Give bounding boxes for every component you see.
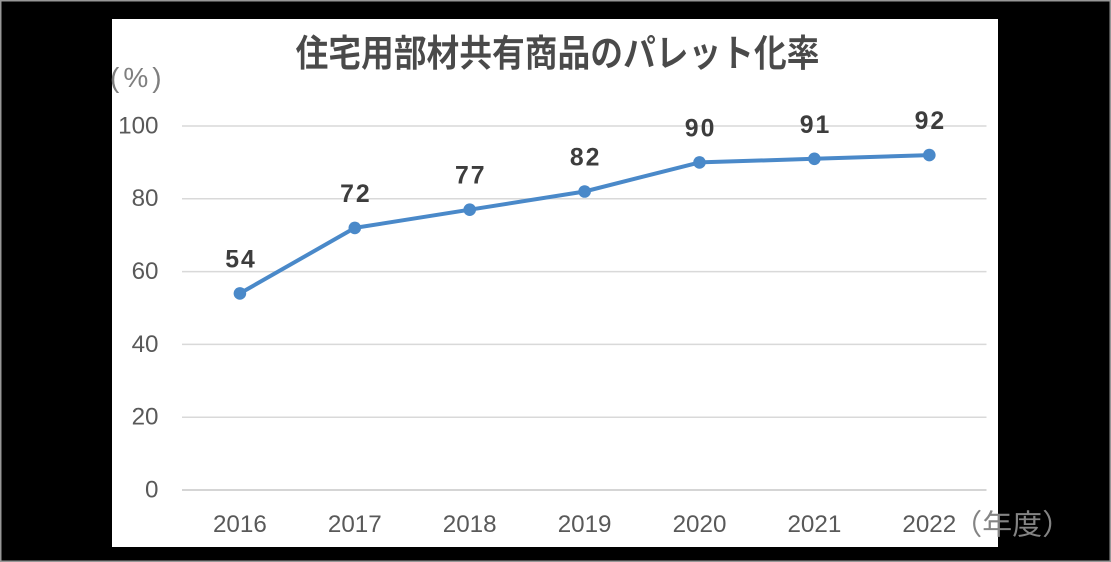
svg-text:2017: 2017 (328, 511, 382, 538)
svg-text:20: 20 (132, 404, 159, 431)
svg-text:40: 40 (132, 331, 159, 358)
svg-text:92: 92 (915, 108, 947, 135)
svg-text:2018: 2018 (443, 511, 497, 538)
svg-text:2019: 2019 (558, 511, 612, 538)
svg-text:82: 82 (570, 145, 602, 172)
svg-text:72: 72 (340, 181, 372, 208)
svg-text:90: 90 (685, 115, 717, 142)
svg-text:2021: 2021 (787, 511, 841, 538)
svg-text:2020: 2020 (673, 511, 727, 538)
svg-text:91: 91 (800, 112, 832, 139)
svg-text:60: 60 (132, 258, 159, 285)
svg-text:2016: 2016 (213, 511, 267, 538)
svg-text:77: 77 (455, 163, 487, 190)
svg-text:2022: 2022 (902, 511, 956, 538)
svg-text:0: 0 (145, 476, 158, 503)
svg-text:80: 80 (132, 185, 159, 212)
svg-text:(%): (%) (110, 62, 166, 93)
svg-text:100: 100 (118, 112, 158, 139)
svg-text:54: 54 (225, 246, 257, 273)
